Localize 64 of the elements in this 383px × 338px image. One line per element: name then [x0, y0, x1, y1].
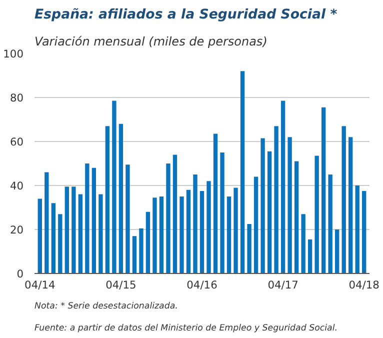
bar [206, 181, 211, 274]
x-tick-label: 04/14 [24, 278, 56, 292]
bar [51, 203, 56, 274]
text: Nota: * Serie desestacionalizada. [34, 302, 178, 312]
bar [260, 138, 265, 274]
bar [38, 198, 42, 274]
bar [139, 228, 144, 274]
y-tick-label: 40 [10, 180, 24, 192]
bar [321, 107, 326, 274]
bar [118, 124, 124, 274]
bar [166, 164, 170, 274]
source-note: Fuente: a partir de datos del Ministerio de Empleo y Seguridad Social. [34, 324, 338, 334]
bar [301, 214, 306, 274]
bar [152, 198, 157, 274]
bar [180, 196, 184, 274]
bar [132, 236, 137, 274]
bar [334, 230, 340, 274]
chart-title: España: afiliados a la Seguridad Social * [34, 8, 338, 22]
x-tick-label: 04/16 [186, 278, 218, 292]
bar [247, 224, 252, 274]
chart-subtitle: Variación mensual (miles de personas) [34, 34, 268, 48]
bar [126, 164, 130, 274]
bar [72, 186, 76, 274]
bar [280, 100, 286, 274]
y-tick-label: 100 [3, 48, 24, 60]
bar [193, 174, 198, 274]
y-tick-label: 20 [10, 224, 24, 236]
bar [288, 137, 292, 274]
bar [314, 156, 319, 274]
bar [220, 152, 224, 274]
bar [308, 239, 312, 274]
bar [186, 190, 191, 274]
bar [348, 137, 353, 274]
bar [78, 194, 83, 274]
bar [213, 134, 218, 274]
bar [274, 126, 278, 274]
bar [64, 186, 70, 274]
bar [98, 194, 103, 274]
bar [226, 196, 232, 274]
bar [362, 191, 366, 274]
x-tick-label: 04/18 [348, 278, 380, 292]
y-tick-label: 80 [10, 92, 24, 104]
bar [355, 186, 360, 274]
bar [85, 164, 90, 274]
bar [112, 100, 116, 274]
bar [294, 161, 299, 274]
bar [159, 196, 164, 274]
bar [254, 176, 258, 274]
bar [267, 151, 272, 274]
x-tick-label: 04/15 [106, 278, 136, 292]
bar [172, 154, 178, 274]
y-tick-label: 0 [16, 268, 24, 280]
y-tick-label: 60 [10, 136, 24, 148]
bar [146, 212, 150, 274]
bar [92, 168, 96, 274]
bar [342, 126, 346, 274]
bar [234, 188, 238, 274]
x-tick-label: 04/17 [268, 278, 298, 292]
bar [240, 71, 245, 274]
bar [328, 174, 332, 274]
bar [44, 172, 49, 274]
bar [58, 214, 62, 274]
bar [200, 191, 204, 274]
bar [105, 126, 110, 274]
